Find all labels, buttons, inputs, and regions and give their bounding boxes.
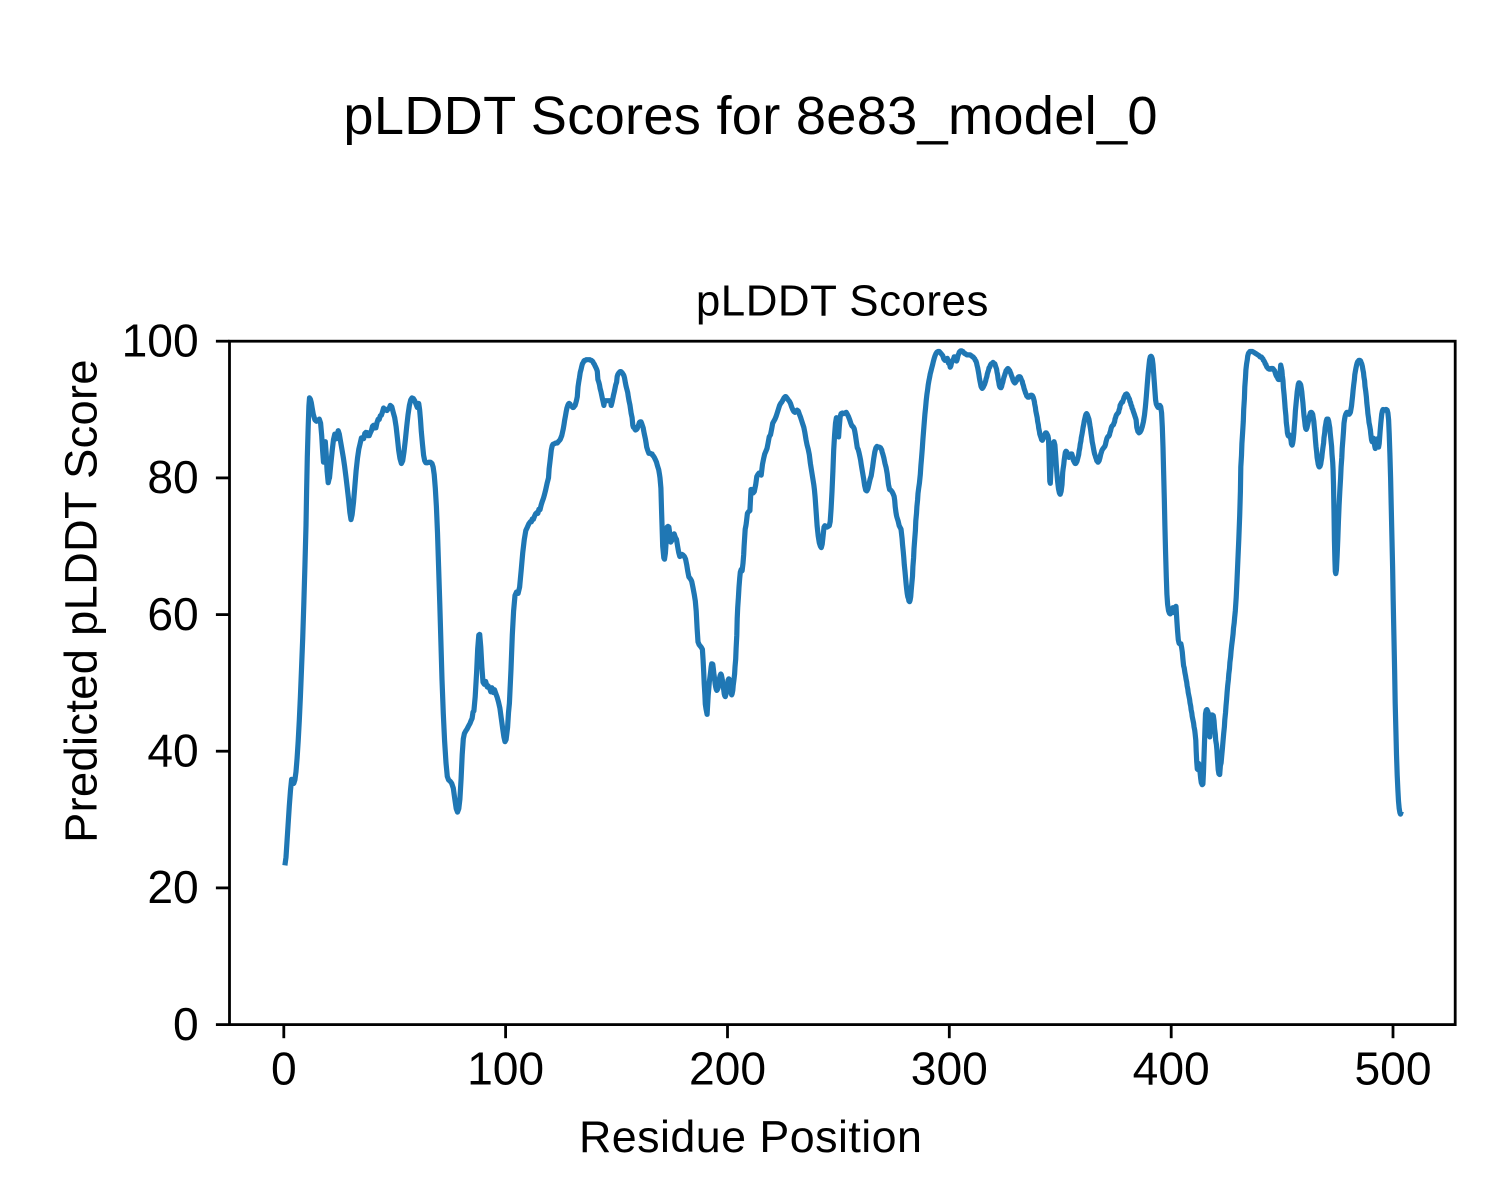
svg-text:200: 200 <box>689 1042 766 1094</box>
svg-text:80: 80 <box>147 451 198 503</box>
svg-text:500: 500 <box>1354 1042 1431 1094</box>
svg-text:300: 300 <box>911 1042 988 1094</box>
svg-text:40: 40 <box>147 725 198 777</box>
svg-text:100: 100 <box>467 1042 544 1094</box>
svg-text:100: 100 <box>122 315 199 367</box>
svg-text:pLDDT Scores: pLDDT Scores <box>696 277 989 326</box>
svg-text:Residue Position: Residue Position <box>579 1112 922 1162</box>
svg-text:Predicted pLDDT Score: Predicted pLDDT Score <box>55 359 106 843</box>
svg-text:60: 60 <box>147 588 198 640</box>
svg-text:0: 0 <box>271 1042 297 1094</box>
svg-text:400: 400 <box>1133 1042 1210 1094</box>
svg-text:pLDDT Scores for 8e83_model_0: pLDDT Scores for 8e83_model_0 <box>343 86 1157 146</box>
svg-text:0: 0 <box>173 998 199 1050</box>
svg-text:20: 20 <box>147 861 198 913</box>
